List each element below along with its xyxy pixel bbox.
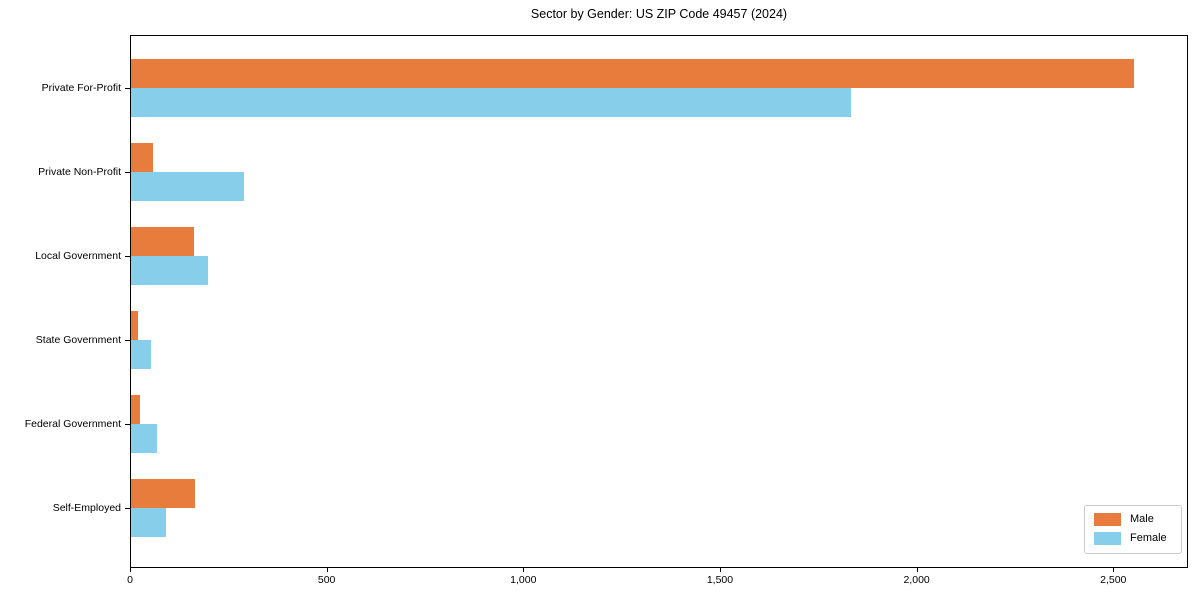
x-tick-mark-1 [326, 568, 328, 572]
y-axis-label-2: Local Government [35, 250, 121, 262]
bar-male-5 [131, 479, 195, 508]
x-axis-tick-label-0: 0 [127, 574, 133, 586]
legend-item-female: Female [1094, 532, 1172, 545]
x-tick-mark-5 [1113, 568, 1115, 572]
y-axis-label-1: Private Non-Profit [38, 166, 121, 178]
y-tick-mark-1 [125, 172, 130, 173]
y-axis-label-5: Self-Employed [52, 502, 121, 514]
y-axis-label-0: Private For-Profit [41, 82, 121, 94]
x-axis-tick-label-2: 1,000 [510, 574, 537, 586]
y-tick-mark-5 [125, 508, 130, 509]
bar-female-5 [131, 508, 166, 537]
bar-female-1 [131, 172, 244, 201]
legend-item-male: Male [1094, 513, 1172, 526]
legend-swatch-female [1094, 532, 1121, 545]
x-axis-tick-label-5: 2,500 [1100, 574, 1127, 586]
bar-male-0 [131, 59, 1134, 88]
bar-female-3 [131, 340, 151, 369]
y-tick-mark-0 [125, 88, 130, 89]
bar-female-4 [131, 424, 158, 453]
legend-label-male: Male [1130, 513, 1154, 525]
bar-female-0 [131, 88, 851, 117]
bar-female-2 [131, 256, 209, 285]
x-tick-mark-2 [523, 568, 525, 572]
bar-male-4 [131, 395, 141, 424]
plot-area: Male Female [130, 35, 1188, 568]
bar-male-2 [131, 227, 194, 256]
bar-male-1 [131, 143, 154, 172]
x-axis-tick-label-3: 1,500 [706, 574, 734, 586]
legend-label-female: Female [1130, 532, 1167, 544]
y-axis-label-3: State Government [35, 334, 121, 346]
chart-title: Sector by Gender: US ZIP Code 49457 (202… [530, 7, 788, 21]
x-tick-mark-0 [130, 568, 131, 572]
y-tick-mark-2 [125, 256, 130, 257]
y-axis-label-4: Federal Government [24, 418, 121, 430]
legend-swatch-male [1094, 513, 1121, 526]
y-tick-mark-3 [125, 340, 130, 341]
x-axis-tick-label-1: 500 [317, 574, 336, 586]
x-tick-mark-3 [719, 568, 721, 572]
legend: Male Female [1084, 505, 1182, 554]
bar-male-3 [131, 311, 139, 340]
x-axis-tick-label-4: 2,000 [903, 574, 930, 586]
x-tick-mark-4 [916, 568, 918, 572]
y-tick-mark-4 [125, 424, 130, 425]
